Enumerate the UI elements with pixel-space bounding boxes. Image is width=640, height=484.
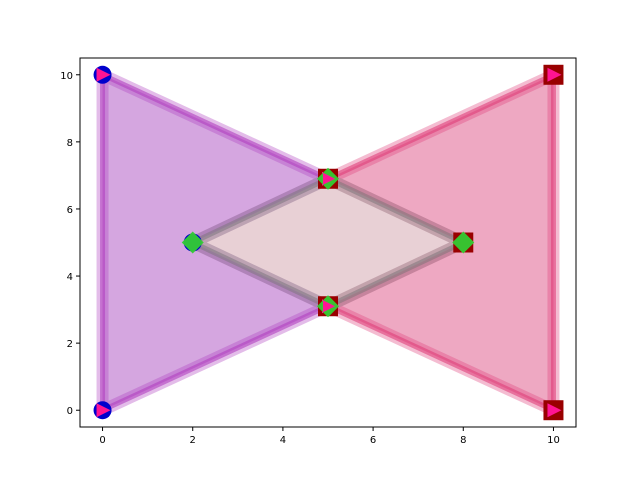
x-tick-label-4: 4: [280, 435, 286, 446]
triangle-overlay-2: [323, 172, 335, 185]
x-tick-label-0: 0: [99, 435, 105, 446]
y-tick-label-10: 10: [60, 71, 73, 82]
y-tick-label-0: 0: [67, 406, 73, 417]
x-tick-label-8: 8: [460, 435, 466, 446]
y-tick-label-4: 4: [67, 272, 73, 283]
y-tick-label-2: 2: [67, 339, 73, 350]
triangle-marker-4: [547, 67, 562, 82]
triangle-marker-1: [96, 403, 111, 418]
marker-layer: [93, 64, 564, 421]
triangle-marker-0: [96, 67, 111, 82]
x-tick-label-10: 10: [547, 435, 560, 446]
x-tick-label-2: 2: [190, 435, 196, 446]
triangle-overlay-3: [323, 300, 335, 313]
x-axis: 0 2 4 6 8 10: [99, 427, 560, 446]
x-tick-label-6: 6: [370, 435, 376, 446]
plot-frame: [79, 57, 577, 428]
y-axis: 0 2 4 6 8 10: [60, 71, 80, 417]
polygon-layer: [96, 68, 560, 417]
diamond-marker-0: [181, 231, 204, 254]
y-tick-label-8: 8: [67, 138, 73, 149]
y-tick-label-6: 6: [67, 205, 73, 216]
diamond-marker-3: [452, 231, 475, 254]
triangle-marker-5: [547, 403, 562, 418]
